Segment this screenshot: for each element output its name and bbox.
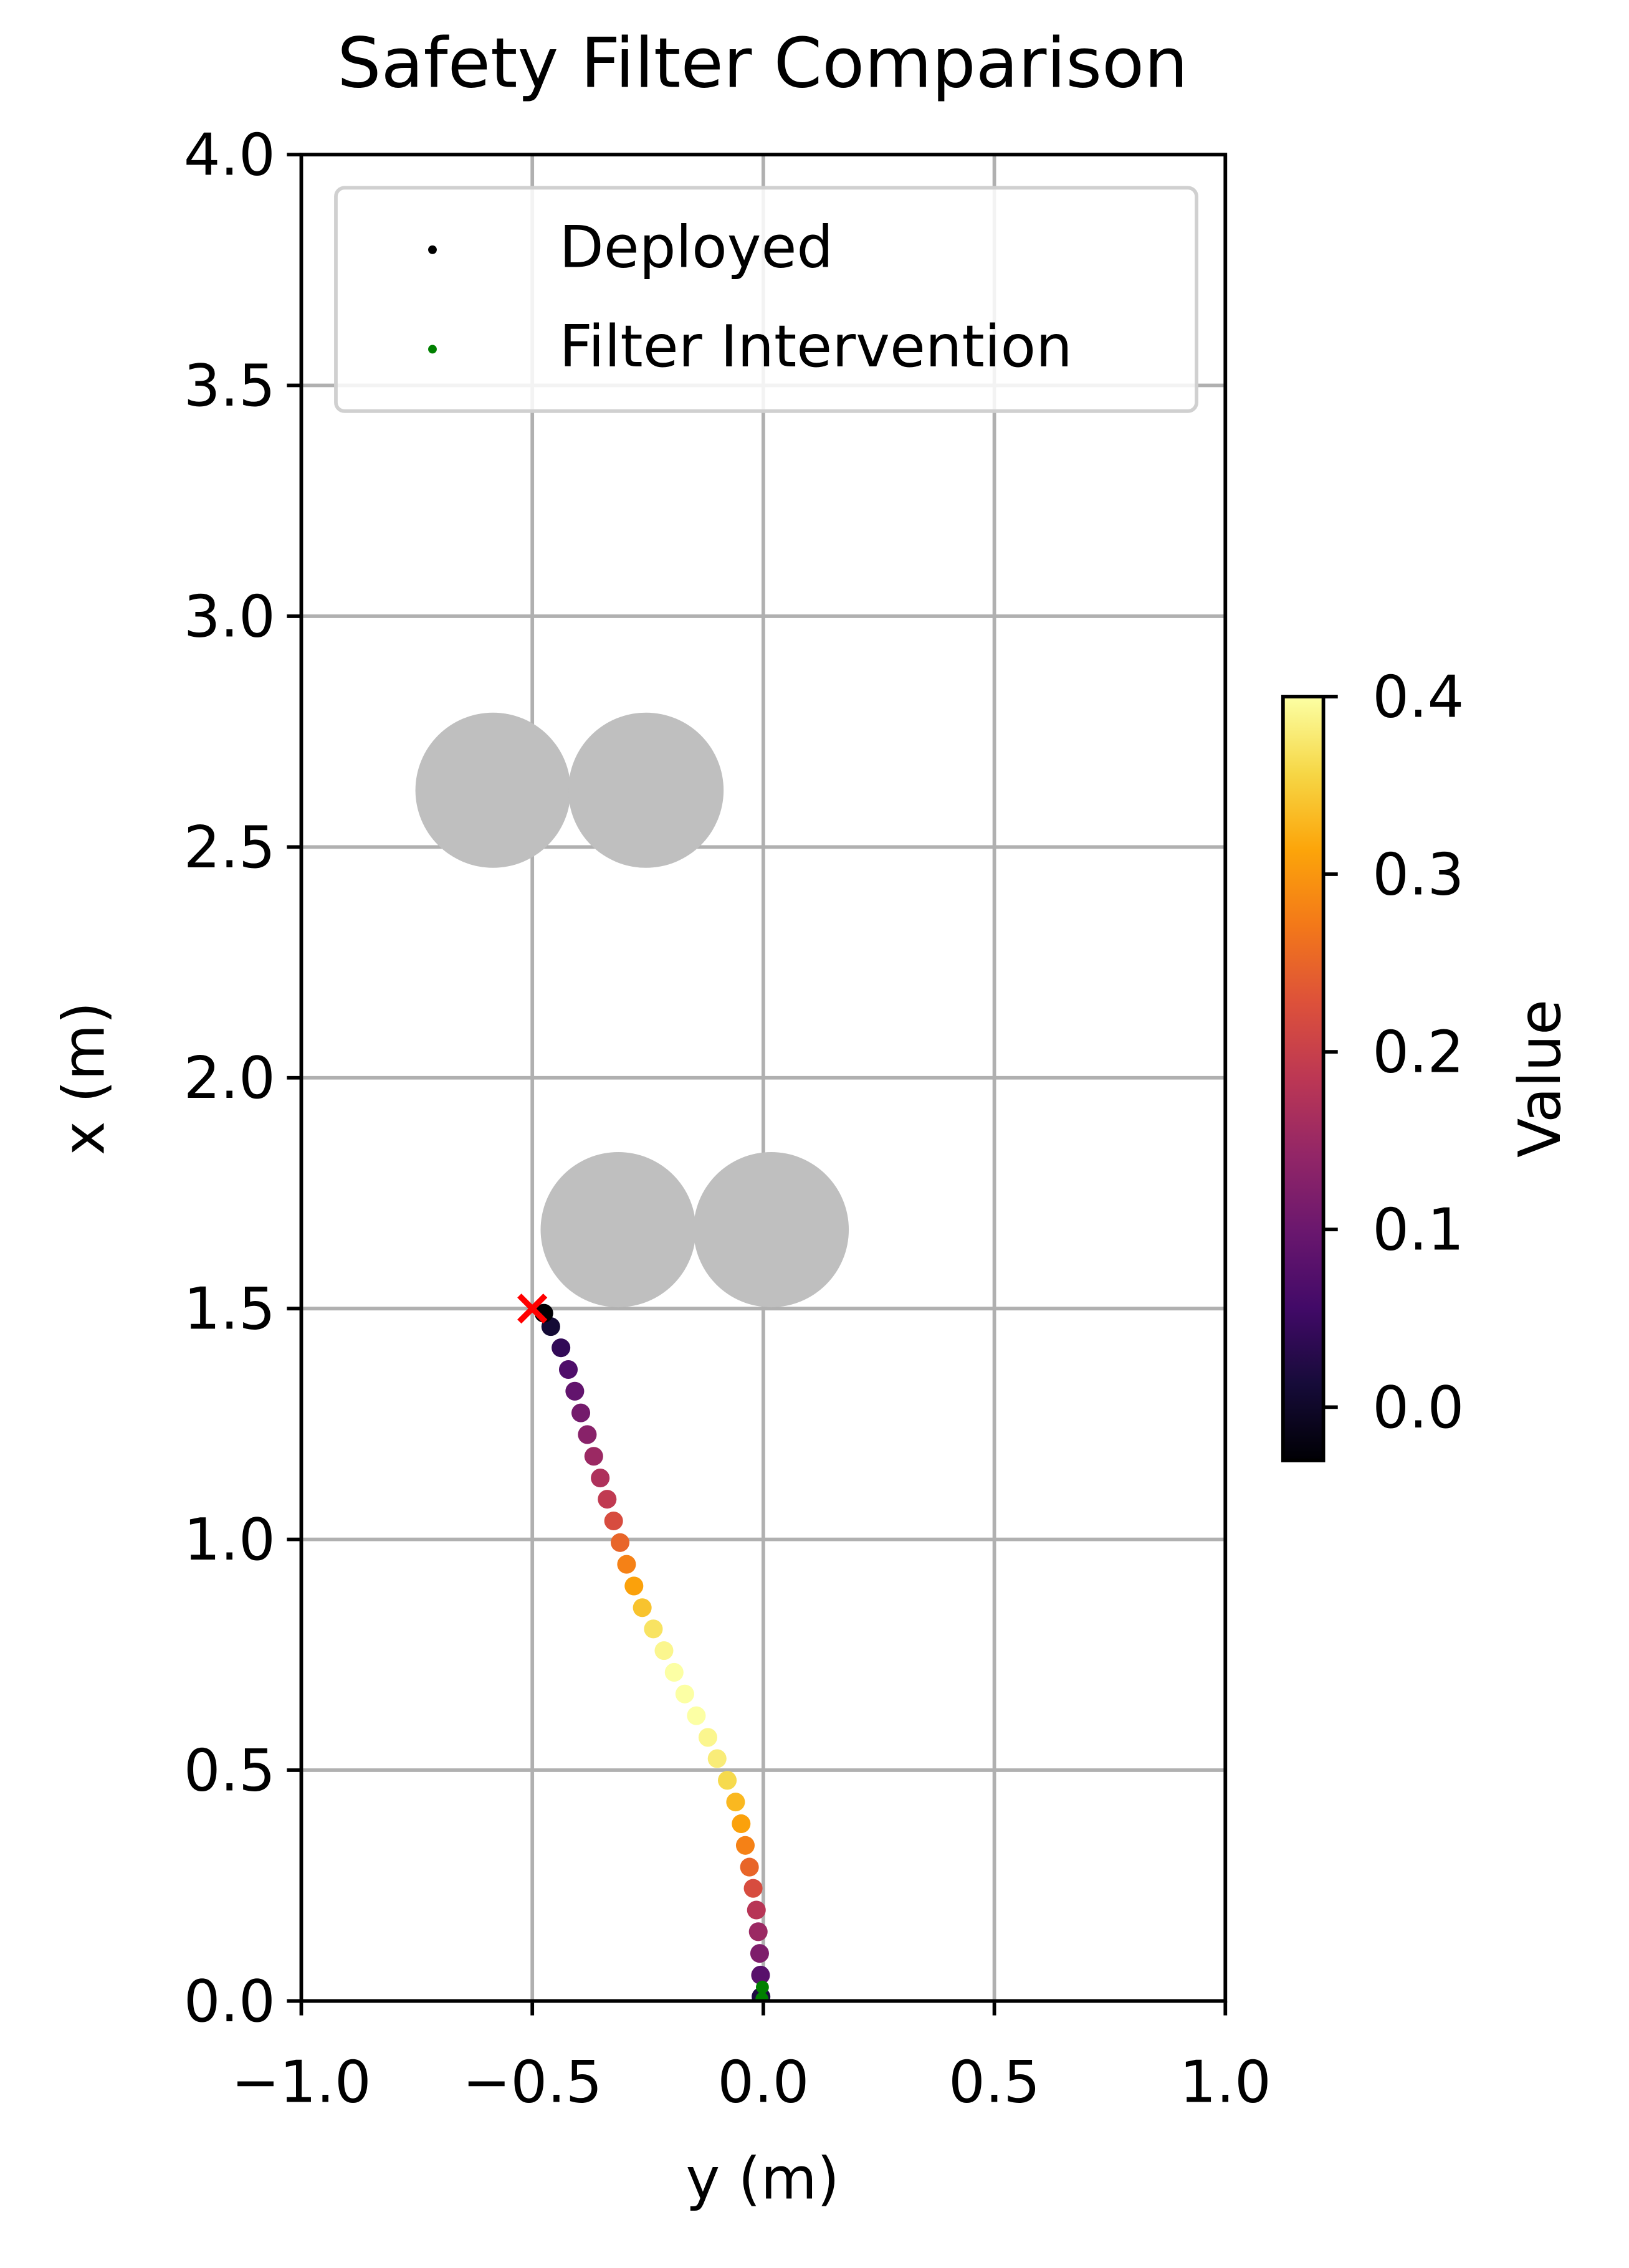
legend-box [334,186,1198,413]
crash-stroke [517,1294,548,1324]
trajectory-point [732,1814,751,1833]
trajectory-point [718,1771,737,1790]
x-tick-label: −1.0 [231,2048,371,2115]
y-tick-label: 3.0 [184,583,275,650]
colorbar-tick-label: 0.3 [1372,841,1464,908]
colorbar-tick-label: 0.1 [1372,1196,1464,1264]
trajectory-point [584,1447,603,1466]
y-tick-label: 2.0 [184,1044,275,1112]
colorbar [1281,695,1326,1462]
chart-title: Safety Filter Comparison [337,23,1188,103]
legend-marker [428,245,437,254]
trajectory-point [726,1793,745,1812]
y-tick-label: 0.0 [184,1968,275,2035]
trajectory-point [624,1576,644,1596]
y-tick-label: 1.0 [184,1506,275,1573]
trajectory-point [571,1403,591,1422]
trajectory-point [633,1598,652,1618]
y-tick-label: 3.5 [184,352,275,419]
y-tick-label: 2.5 [184,814,275,881]
plot-frame [299,153,1228,2003]
x-tick-label: 0.0 [717,2048,809,2115]
trajectory-point [747,1900,766,1920]
trajectory-point [644,1619,663,1639]
x-tick-label: 0.5 [948,2048,1040,2115]
trajectory-point [698,1728,717,1747]
trajectory-point [552,1338,571,1358]
y-axis-label: x (m) [50,1002,118,1155]
trajectory-point [654,1641,674,1660]
trajectory-point [578,1425,597,1444]
trajectory-point [611,1533,630,1552]
obstacle [415,712,571,868]
trajectory-point [558,1360,578,1379]
trajectory-point [617,1555,636,1574]
legend-label: Filter Intervention [560,313,1072,380]
legend: Deployed Filter Intervention [334,186,1198,413]
trajectory-point [687,1706,706,1725]
intervention-point [755,1980,769,1994]
x-tick-label: −0.5 [462,2048,603,2115]
x-axis-label: y (m) [686,2145,839,2212]
legend-label: Deployed [560,214,834,281]
trajectory-point [591,1469,610,1488]
x-tick-label: 1.0 [1180,2048,1271,2115]
obstacle [540,1151,696,1308]
colorbar-tick-label: 0.0 [1372,1374,1464,1441]
trajectory-point [750,1944,769,1963]
y-tick-label: 0.5 [184,1737,275,1804]
trajectory-point [743,1879,763,1898]
trajectory-point [751,1965,770,1984]
colorbar-tick-label: 0.4 [1372,663,1464,730]
trajectory-point [565,1381,585,1401]
trajectory-point [675,1684,694,1703]
trajectory-point [748,1922,768,1942]
trajectory-point [707,1749,727,1768]
trajectory-point [735,1836,755,1855]
intervention-point [755,1992,769,2001]
trajectory-point [604,1511,623,1531]
obstacle [693,1151,849,1308]
trajectory-point [664,1662,684,1682]
trajectory-point [598,1490,617,1509]
y-tick-label: 1.5 [184,1275,275,1343]
colorbar-label: Value [1506,999,1574,1158]
obstacle [568,712,724,868]
legend-marker [428,345,437,354]
trajectory-point [740,1857,759,1877]
y-tick-label: 4.0 [184,122,275,189]
colorbar-tick-label: 0.2 [1372,1019,1464,1086]
crash-marker [517,1294,548,1324]
